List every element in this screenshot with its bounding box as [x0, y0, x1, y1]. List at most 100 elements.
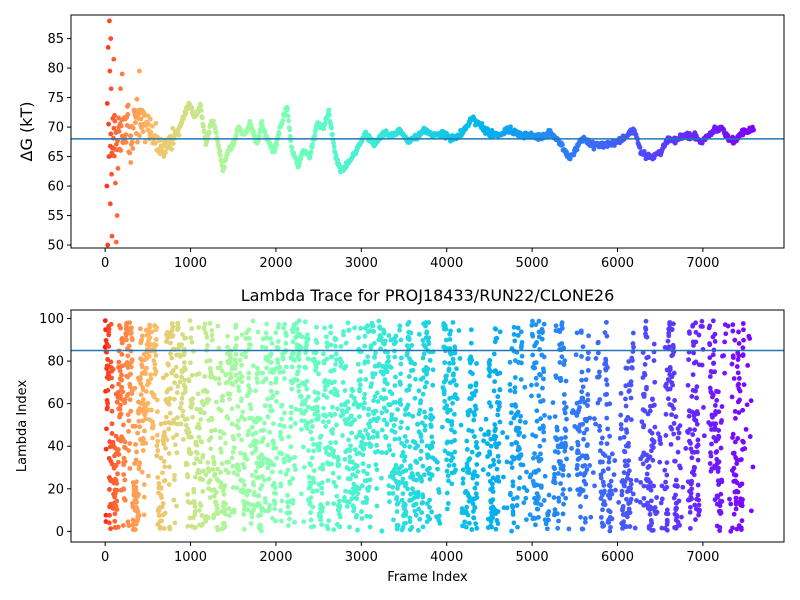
- lambda-point: [295, 369, 301, 374]
- lambda-point: [358, 325, 364, 331]
- dg-point: [322, 120, 328, 126]
- dg-series: [104, 18, 756, 248]
- lambda-point: [407, 383, 413, 389]
- lambda-point: [119, 352, 125, 357]
- lambda-point: [650, 457, 656, 463]
- lambda-point: [406, 387, 412, 393]
- lambda-point: [210, 454, 216, 460]
- lambda-point: [247, 388, 253, 393]
- lambda-point: [354, 463, 360, 469]
- lambda-point: [331, 448, 337, 454]
- lambda-point: [630, 491, 636, 497]
- lambda-point: [365, 412, 371, 418]
- lambda-point: [585, 350, 591, 356]
- lambda-point: [346, 327, 352, 333]
- lambda-point: [104, 426, 109, 432]
- lambda-point: [454, 366, 459, 372]
- lambda-point: [695, 442, 701, 448]
- lambda-point: [533, 522, 538, 528]
- lambda-point: [546, 492, 552, 498]
- lambda-point: [587, 463, 593, 468]
- lambda-point: [302, 382, 308, 388]
- lambda-point: [645, 500, 650, 506]
- lambda-point: [445, 439, 451, 445]
- lambda-point: [405, 425, 411, 431]
- dg-point: [142, 112, 148, 117]
- lambda-point: [730, 322, 736, 328]
- dg-point: [153, 120, 159, 126]
- lambda-point: [559, 325, 565, 331]
- lambda-point: [267, 429, 273, 435]
- lambda-y-tick-label: 100: [39, 312, 64, 327]
- lambda-point: [651, 445, 656, 450]
- lambda-point: [418, 448, 424, 454]
- lambda-point: [518, 413, 523, 419]
- lambda-point: [137, 460, 143, 466]
- lambda-point: [652, 424, 658, 430]
- lambda-point: [412, 508, 418, 514]
- lambda-point: [690, 323, 696, 329]
- lambda-point: [495, 412, 501, 418]
- lambda-point: [346, 499, 352, 505]
- lambda-point: [268, 351, 274, 357]
- lambda-point: [385, 354, 391, 360]
- lambda-point: [442, 448, 448, 454]
- lambda-point: [214, 506, 220, 512]
- lambda-point: [225, 470, 231, 476]
- lambda-point: [132, 423, 138, 429]
- lambda-point: [494, 466, 500, 472]
- dg-point: [170, 141, 176, 147]
- lambda-point: [472, 412, 477, 418]
- lambda-point: [510, 505, 516, 510]
- lambda-point: [200, 489, 206, 494]
- lambda-point: [607, 401, 613, 407]
- lambda-point: [321, 351, 326, 357]
- lambda-point: [514, 440, 520, 446]
- lambda-point: [598, 514, 604, 520]
- lambda-point: [136, 418, 142, 424]
- lambda-point: [347, 454, 353, 460]
- lambda-point: [469, 357, 475, 363]
- lambda-point: [362, 343, 368, 349]
- lambda-point: [693, 418, 699, 424]
- lambda-point: [711, 435, 717, 440]
- dg-point: [333, 153, 339, 158]
- lambda-point: [748, 398, 754, 404]
- lambda-point: [402, 412, 408, 417]
- lambda-point: [624, 462, 630, 468]
- lambda-point: [161, 459, 167, 464]
- lambda-point: [158, 485, 164, 491]
- lambda-point: [553, 375, 559, 380]
- lambda-point: [311, 479, 317, 485]
- lambda-point: [328, 342, 334, 348]
- lambda-point: [170, 333, 175, 339]
- lambda-point: [344, 421, 349, 427]
- lambda-point: [141, 482, 147, 487]
- lambda-point: [371, 329, 377, 334]
- lambda-point: [430, 440, 436, 446]
- lambda-point: [203, 472, 209, 478]
- lambda-point: [593, 421, 598, 427]
- lambda-point: [175, 421, 180, 427]
- lambda-point: [464, 504, 470, 510]
- lambda-point: [696, 512, 701, 518]
- lambda-point: [427, 357, 433, 363]
- lambda-point: [624, 524, 629, 530]
- lambda-point: [234, 335, 240, 341]
- lambda-point: [364, 471, 370, 477]
- lambda-point: [221, 492, 227, 497]
- lambda-point: [177, 405, 183, 411]
- lambda-point: [236, 432, 242, 438]
- lambda-point: [245, 432, 251, 438]
- lambda-point: [264, 335, 269, 341]
- lambda-point: [278, 429, 283, 435]
- lambda-point: [489, 485, 495, 491]
- lambda-point: [718, 510, 724, 516]
- lambda-point: [691, 472, 697, 478]
- lambda-point: [136, 410, 141, 416]
- lambda-point: [268, 459, 274, 465]
- lambda-point: [530, 455, 536, 461]
- lambda-point: [259, 344, 265, 350]
- lambda-point: [329, 354, 335, 360]
- lambda-point: [272, 501, 278, 507]
